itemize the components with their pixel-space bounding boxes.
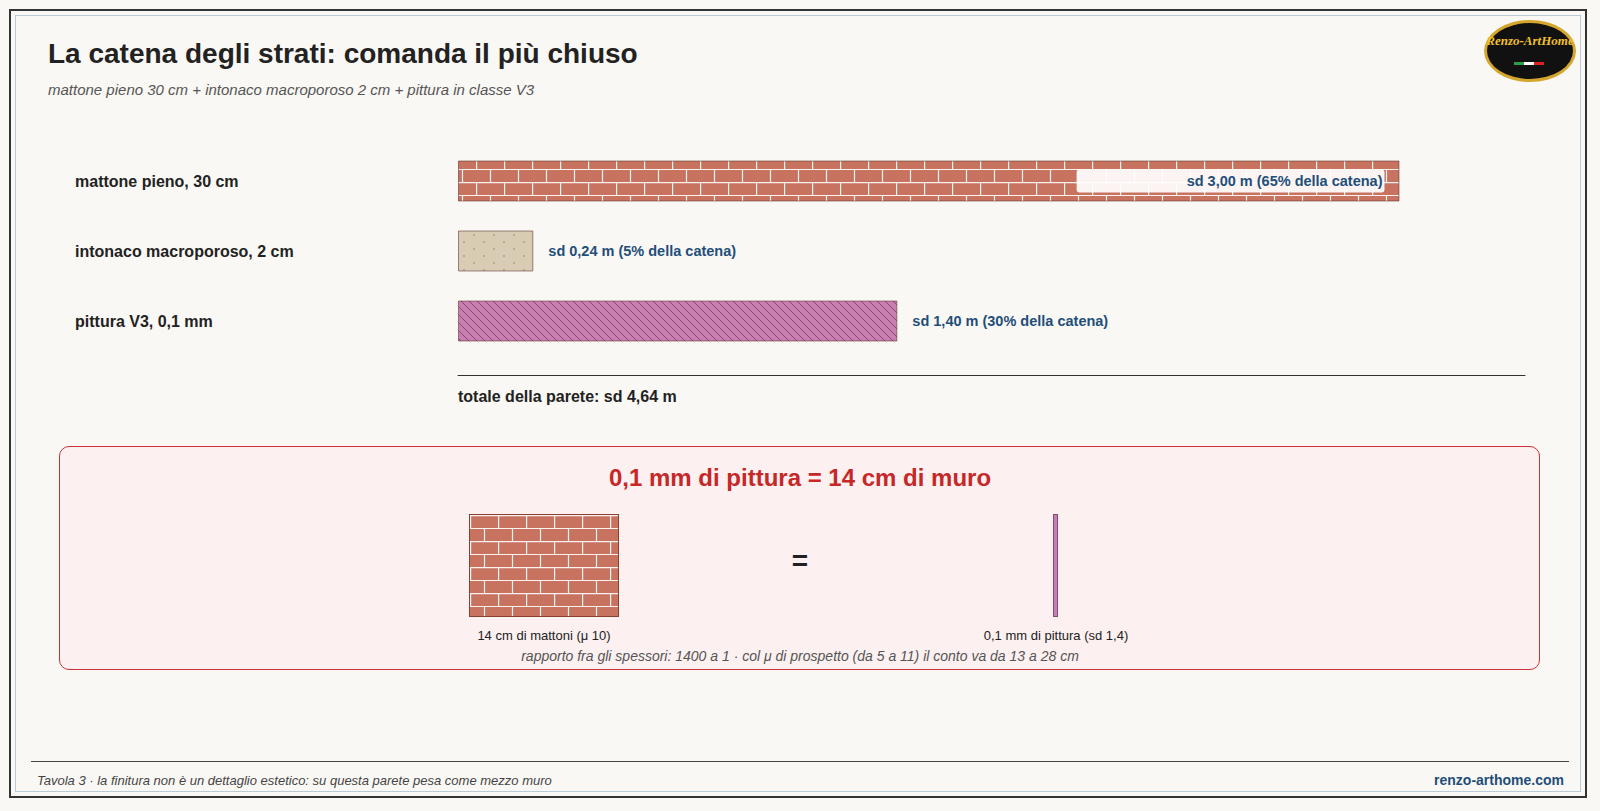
- svg-text:sd 3,00 m (65% della catena): sd 3,00 m (65% della catena): [1187, 173, 1383, 189]
- html-text:14 cm di mattoni (μ 10): 14 cm di mattoni (μ 10): [477, 628, 611, 643]
- html-text:0,1 mm di pittura = 14 cm di m: 0,1 mm di pittura = 14 cm di muro: [608, 464, 991, 491]
- html-text:Renzo-ArtHome: Renzo-ArtHome: [1486, 33, 1574, 48]
- html-text:rapporto fra gli spessori: 140: rapporto fra gli spessori: 1400 a 1 · co…: [521, 648, 1079, 664]
- html-text:Tavola 3 · la finitura non è u: Tavola 3 · la finitura non è un dettagli…: [37, 773, 552, 788]
- html-text:renzo-arthome.com: renzo-arthome.com: [1434, 772, 1564, 788]
- html-text:mattone pieno 30 cm + intonaco: mattone pieno 30 cm + intonaco macroporo…: [48, 81, 535, 98]
- html-text:totale della parete: sd 4,64 m: totale della parete: sd 4,64 m: [458, 388, 677, 405]
- svg-text:pittura V3, 0,1 mm: pittura V3, 0,1 mm: [75, 313, 213, 330]
- svg-text:mattone pieno, 30 cm: mattone pieno, 30 cm: [75, 173, 239, 190]
- svg-text:intonaco macroporoso, 2 cm: intonaco macroporoso, 2 cm: [75, 243, 294, 260]
- svg-text:sd 1,40 m (30% della catena): sd 1,40 m (30% della catena): [912, 313, 1108, 329]
- html-text:0,1 mm di pittura (sd 1,4): 0,1 mm di pittura (sd 1,4): [983, 628, 1129, 643]
- svg-text:sd 0,24 m (5% della catena): sd 0,24 m (5% della catena): [548, 243, 736, 259]
- html-text:La catena degli strati: comand: La catena degli strati: comanda il più c…: [48, 38, 638, 69]
